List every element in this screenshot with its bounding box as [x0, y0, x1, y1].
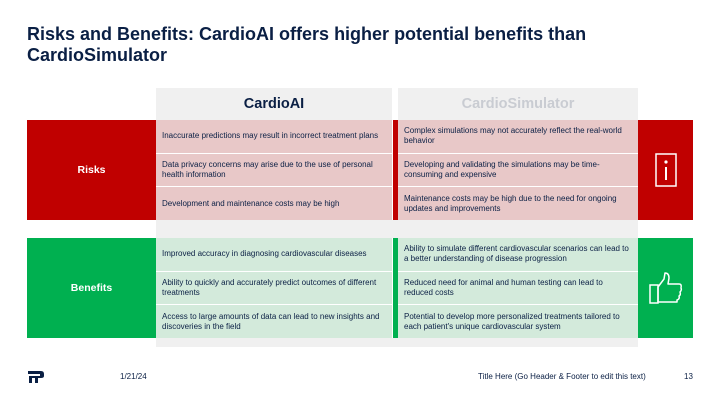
- footer-date: 1/21/24: [120, 372, 147, 381]
- benefits-icon-tile: [638, 238, 693, 338]
- table-footer-band: [156, 338, 638, 347]
- risks-cardiosimulator-list: Complex simulations may not accurately r…: [398, 120, 638, 220]
- benefit-cardioai-item: Ability to quickly and accurately predic…: [156, 272, 392, 306]
- risk-cardioai-item: Development and maintenance costs may be…: [162, 198, 340, 208]
- benefit-cardiosimulator-item: Reduced need for animal and human testin…: [398, 272, 638, 306]
- brand-logo-icon: [28, 371, 44, 383]
- footer-title: Title Here (Go Header & Footer to edit t…: [478, 372, 646, 381]
- benefits-left-background: [156, 238, 392, 338]
- benefit-cardioai-item: Improved accuracy in diagnosing cardiova…: [156, 238, 392, 272]
- risks-left-background: [156, 120, 392, 220]
- risk-cardiosimulator-item: Developing and validating the simulation…: [398, 154, 638, 188]
- risks-label: Risks: [27, 120, 156, 220]
- page-number: 13: [684, 372, 693, 381]
- section-divider: [156, 220, 638, 238]
- risk-cardioai-item: Inaccurate predictions may result in inc…: [156, 120, 392, 154]
- slide-title: Risks and Benefits: CardioAI offers high…: [27, 24, 587, 65]
- risks-right-background: [398, 120, 638, 220]
- risks-icon-tile: [638, 120, 693, 220]
- risk-cardiosimulator-item: Complex simulations may not accurately r…: [398, 120, 638, 154]
- benefits-right-background: [398, 238, 638, 338]
- thumbs-up-icon: [648, 272, 682, 304]
- risk-cardioai-item: Data privacy concerns may arise due to t…: [156, 154, 392, 188]
- risks-accent-bar: [393, 120, 398, 220]
- info-icon: [654, 153, 677, 187]
- risk-cardiosimulator-item: Maintenance costs may be high due to the…: [404, 193, 617, 213]
- benefits-cardiosimulator-list: Ability to simulate different cardiovasc…: [398, 238, 638, 338]
- benefit-cardioai-item: Access to large amounts of data can lead…: [162, 311, 380, 331]
- column-header-cardioai: CardioAI: [156, 88, 392, 120]
- benefits-accent-bar: [393, 238, 398, 338]
- benefit-cardiosimulator-item: Ability to simulate different cardiovasc…: [398, 238, 638, 272]
- column-header-cardiosimulator: CardioSimulator: [398, 88, 638, 120]
- benefits-cardioai-list: Improved accuracy in diagnosing cardiova…: [156, 238, 392, 338]
- risks-cardioai-list: Inaccurate predictions may result in inc…: [156, 120, 392, 220]
- benefits-label: Benefits: [27, 238, 156, 338]
- benefit-cardiosimulator-item: Potential to develop more personalized t…: [404, 311, 620, 331]
